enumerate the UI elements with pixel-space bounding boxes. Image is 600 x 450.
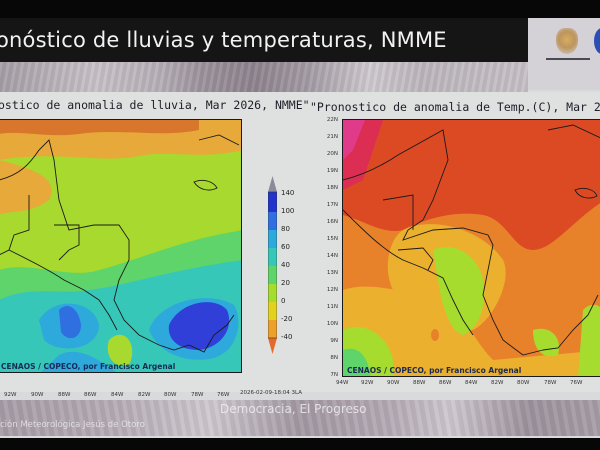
colorbar-label: 40 <box>281 261 290 269</box>
y-tick: 17N <box>326 202 338 208</box>
footer-photo-strip: Democracia, El Progreso ción Meteorológi… <box>0 400 600 436</box>
x-tick: 84W <box>465 380 478 386</box>
x-tick: 86W <box>439 380 452 386</box>
slide-title: onóstico de lluvias y temperaturas, NMME <box>0 28 447 52</box>
rain-map-title: ostico de anomalia de lluvia, Mar 2026, … <box>0 98 310 112</box>
y-tick: 16N <box>326 219 338 225</box>
y-tick: 8N <box>330 355 338 361</box>
y-tick: 9N <box>330 338 338 344</box>
y-tick: 12N <box>326 287 338 293</box>
y-tick: 15N <box>326 236 338 242</box>
colorbar-label: -20 <box>281 315 293 323</box>
honduras-crest-icon <box>556 28 578 54</box>
x-tick: 80W <box>164 392 177 398</box>
colorbar-label: 80 <box>281 225 290 233</box>
y-tick: 14N <box>326 253 338 259</box>
y-tick: 13N <box>326 270 338 276</box>
x-tick: 80W <box>517 380 530 386</box>
x-tick: 76W <box>570 380 583 386</box>
x-tick: 92W <box>4 392 17 398</box>
x-tick: 78W <box>191 392 204 398</box>
x-tick: 78W <box>544 380 557 386</box>
y-tick: 19N <box>326 168 338 174</box>
y-tick: 7N <box>330 372 338 378</box>
x-tick: 88W <box>58 392 71 398</box>
colorbar-label: 60 <box>281 243 290 251</box>
y-tick: 11N <box>326 304 338 310</box>
presentation-slide: onóstico de lluvias y temperaturas, NMME… <box>0 18 600 438</box>
rain-colorbar <box>268 176 277 354</box>
rain-map-timestamp: 2026-02-09-18:04 3LA <box>240 390 302 396</box>
colorbar-label: -40 <box>281 333 293 341</box>
rain-anomaly-map: CENAOS / COPECO, por Francisco Argenal <box>0 119 242 373</box>
agency-seal-icon <box>594 28 600 54</box>
x-tick: 82W <box>491 380 504 386</box>
y-tick: 18N <box>326 185 338 191</box>
x-tick: 84W <box>111 392 124 398</box>
temp-anomaly-map: CENAOS / COPECO, por Francisco Argenal <box>342 119 600 377</box>
x-tick: 90W <box>387 380 400 386</box>
y-tick: 22N <box>326 117 338 123</box>
x-tick: 82W <box>138 392 151 398</box>
x-tick: 86W <box>84 392 97 398</box>
header-photo-strip <box>0 62 528 92</box>
crest-caption <box>546 58 590 60</box>
x-tick: 94W <box>336 380 349 386</box>
slide-title-bar: onóstico de lluvias y temperaturas, NMME <box>0 18 528 62</box>
y-tick: 21N <box>326 134 338 140</box>
y-tick: 10N <box>326 321 338 327</box>
footer-location-text: Democracia, El Progreso <box>220 402 367 416</box>
colorbar-label: 20 <box>281 279 290 287</box>
temp-map-title: "Pronostico de anomalia de Temp.(C), Mar… <box>310 100 600 114</box>
x-tick: 76W <box>217 392 230 398</box>
temp-map-credit: CENAOS / COPECO, por Francisco Argenal <box>347 366 522 375</box>
x-tick: 92W <box>361 380 374 386</box>
x-tick: 90W <box>31 392 44 398</box>
footer-station-text: ción Meteorológica Jesús de Otoro <box>0 420 145 430</box>
rain-map-credit: CENAOS / COPECO, por Francisco Argenal <box>1 362 176 371</box>
colorbar-label: 140 <box>281 189 295 197</box>
colorbar-label: 0 <box>281 297 286 305</box>
x-tick: 88W <box>413 380 426 386</box>
colorbar-label: 100 <box>281 207 295 215</box>
logo-area <box>528 18 600 90</box>
temp-map-graphic <box>343 120 600 376</box>
y-tick: 20N <box>326 151 338 157</box>
rain-map-graphic <box>0 120 241 372</box>
